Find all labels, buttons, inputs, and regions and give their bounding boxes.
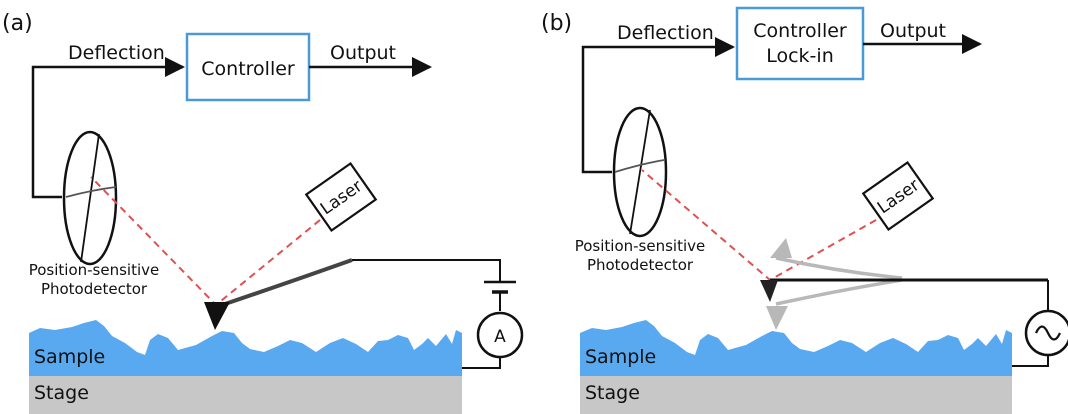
panel-a: (a) Deflection Controller Output Positio…: [2, 11, 524, 414]
panel-a-ammeter-label: A: [494, 327, 506, 347]
panel-a-label: (a): [2, 11, 33, 36]
panel-b-stage: [580, 376, 1012, 414]
panel-a-deflection-line: [31, 57, 185, 199]
panel-a-photodetector: [62, 130, 118, 266]
panel-a-photodetector-label-line2: Photodetector: [41, 280, 148, 298]
panel-a-stage-label: Stage: [34, 382, 89, 404]
panel-b-sample: [580, 320, 1012, 376]
panel-a-controller-label: Controller: [201, 58, 295, 80]
panel-b-controller-box: [735, 6, 865, 81]
panel-a-deflection-label: Deflection: [68, 42, 165, 64]
panel-a-tip: [204, 302, 230, 330]
panel-b-photodetector-label-line1: Position-sensitive: [575, 237, 706, 255]
panel-b-photodetector-label-line2: Photodetector: [587, 256, 694, 274]
panel-b: (b) Deflection Controller Lock-in Output…: [541, 6, 1068, 414]
panel-b-controller-label-line1: Controller: [753, 20, 847, 42]
panel-b-photodetector: [612, 106, 668, 238]
panel-b-label: (b): [541, 11, 572, 36]
panel-b-circuit-wire-bottom: [1010, 355, 1049, 367]
panel-a-laser: Laser: [304, 161, 378, 233]
panel-a-stage: [29, 376, 462, 414]
panel-b-laser: Laser: [861, 160, 935, 232]
panel-b-tip: [760, 280, 778, 302]
panel-b-output-label: Output: [880, 20, 946, 42]
panel-a-cantilever: [221, 258, 353, 307]
panel-a-photodetector-label-line1: Position-sensitive: [29, 261, 160, 279]
panel-b-sample-label: Sample: [585, 346, 656, 368]
panel-b-deflection-label: Deflection: [617, 22, 714, 44]
panel-b-controller-label-line2: Lock-in: [766, 45, 834, 67]
panel-a-circuit-wire-bottom: [462, 357, 501, 369]
panel-a-battery: [484, 280, 516, 294]
ac-source-icon: [1024, 309, 1068, 357]
panel-a-circuit-wire: [352, 259, 501, 282]
panel-a-sample-label: Sample: [34, 346, 105, 368]
panel-b-deflection-line: [581, 37, 735, 174]
panel-a-controller-box: [185, 32, 311, 102]
panel-a-output-label: Output: [330, 42, 396, 64]
panel-b-cantilever-oscillation: [766, 238, 903, 330]
panel-a-ammeter: A: [476, 311, 524, 359]
panel-b-stage-label: Stage: [585, 382, 640, 404]
panel-a-sample: [29, 320, 462, 376]
